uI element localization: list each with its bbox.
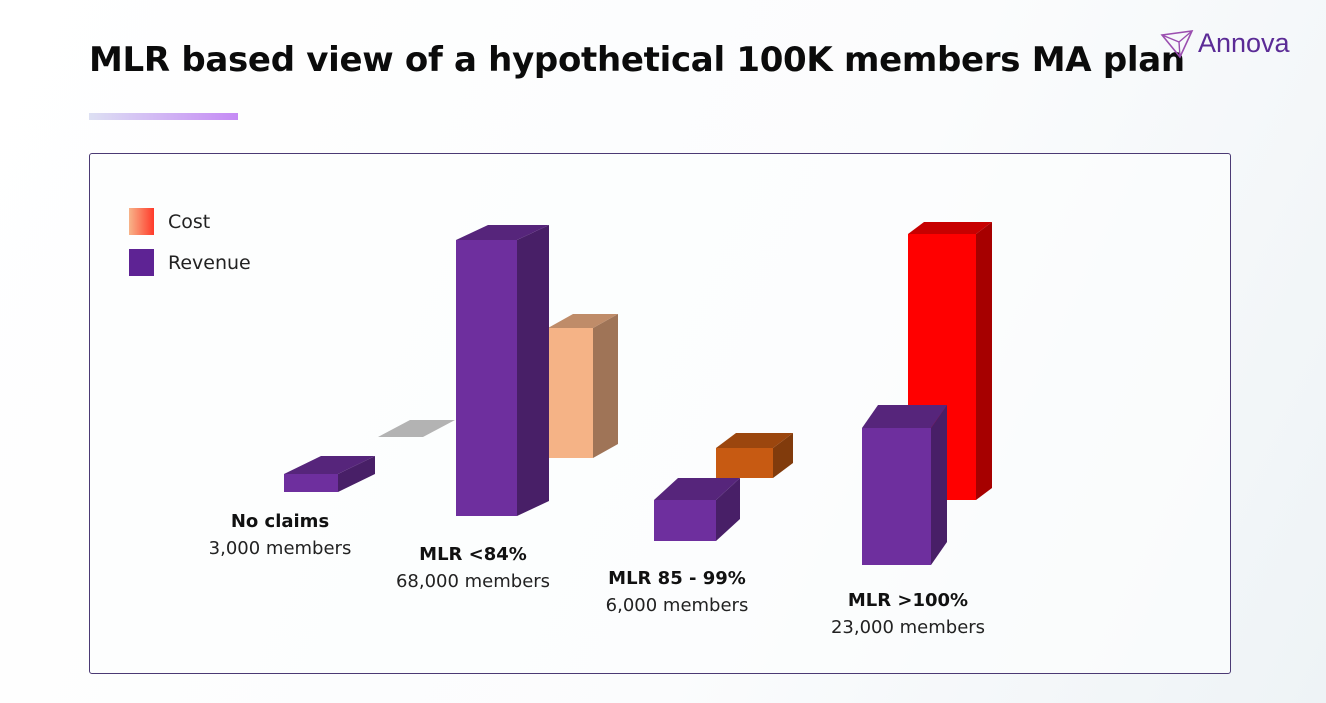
bar-revenue-3 <box>862 405 947 565</box>
bar-front <box>548 328 593 458</box>
bar-side <box>716 478 740 541</box>
bar-front <box>862 428 931 565</box>
bar-side <box>338 456 375 492</box>
bar-side <box>517 225 549 516</box>
legend-swatch-revenue <box>129 249 154 276</box>
bar-side <box>931 405 947 565</box>
category-name: MLR 85 - 99% <box>608 568 746 589</box>
category-label: No claims 3,000 members <box>180 508 380 562</box>
bar-front <box>284 474 338 492</box>
bar-revenue-2 <box>654 478 740 541</box>
bar-cost-0 <box>378 420 455 437</box>
bar-top <box>548 314 618 328</box>
page-title: MLR based view of a hypothetical 100K me… <box>89 40 1185 80</box>
category-label: MLR 85 - 99% 6,000 members <box>577 565 777 619</box>
logo-text: Annova <box>1198 28 1290 58</box>
bar-front <box>716 448 773 478</box>
legend-label: Revenue <box>168 251 251 274</box>
legend-item-cost: Cost <box>129 208 251 235</box>
chart-panel <box>89 153 1231 674</box>
bar-top <box>654 478 740 500</box>
bar-revenue-0 <box>284 456 375 492</box>
bar-top <box>456 225 549 240</box>
category-name: MLR >100% <box>847 590 969 611</box>
bar-side <box>976 222 992 500</box>
legend-item-revenue: Revenue <box>129 249 251 276</box>
bar-cost-2 <box>716 433 793 478</box>
bar-top <box>716 433 793 448</box>
category-members: 23,000 members <box>830 617 986 638</box>
logo-triangle-icon <box>1160 29 1194 58</box>
category-label: MLR <84% 68,000 members <box>373 541 573 595</box>
legend-label: Cost <box>168 210 211 233</box>
bar-top <box>908 222 992 234</box>
annova-logo: Annova <box>1160 28 1290 59</box>
bar-front <box>456 240 517 516</box>
legend-swatch-cost <box>129 208 154 235</box>
title-underline <box>89 113 238 120</box>
category-name: No claims <box>230 511 330 532</box>
category-members: 68,000 members <box>395 571 551 592</box>
bar-cost-1 <box>548 314 618 458</box>
category-name: MLR <84% <box>419 544 527 565</box>
category-members: 6,000 members <box>605 595 749 616</box>
bar-revenue-1 <box>456 225 549 516</box>
chart-legend: Cost Revenue <box>129 208 251 290</box>
bar-top <box>862 405 947 428</box>
bar-flat <box>378 420 455 437</box>
bar-side <box>593 314 618 458</box>
category-label: MLR >100% 23,000 members <box>808 587 1008 641</box>
category-members: 3,000 members <box>208 538 352 559</box>
bar-front <box>654 500 716 541</box>
bar-top <box>284 456 375 474</box>
